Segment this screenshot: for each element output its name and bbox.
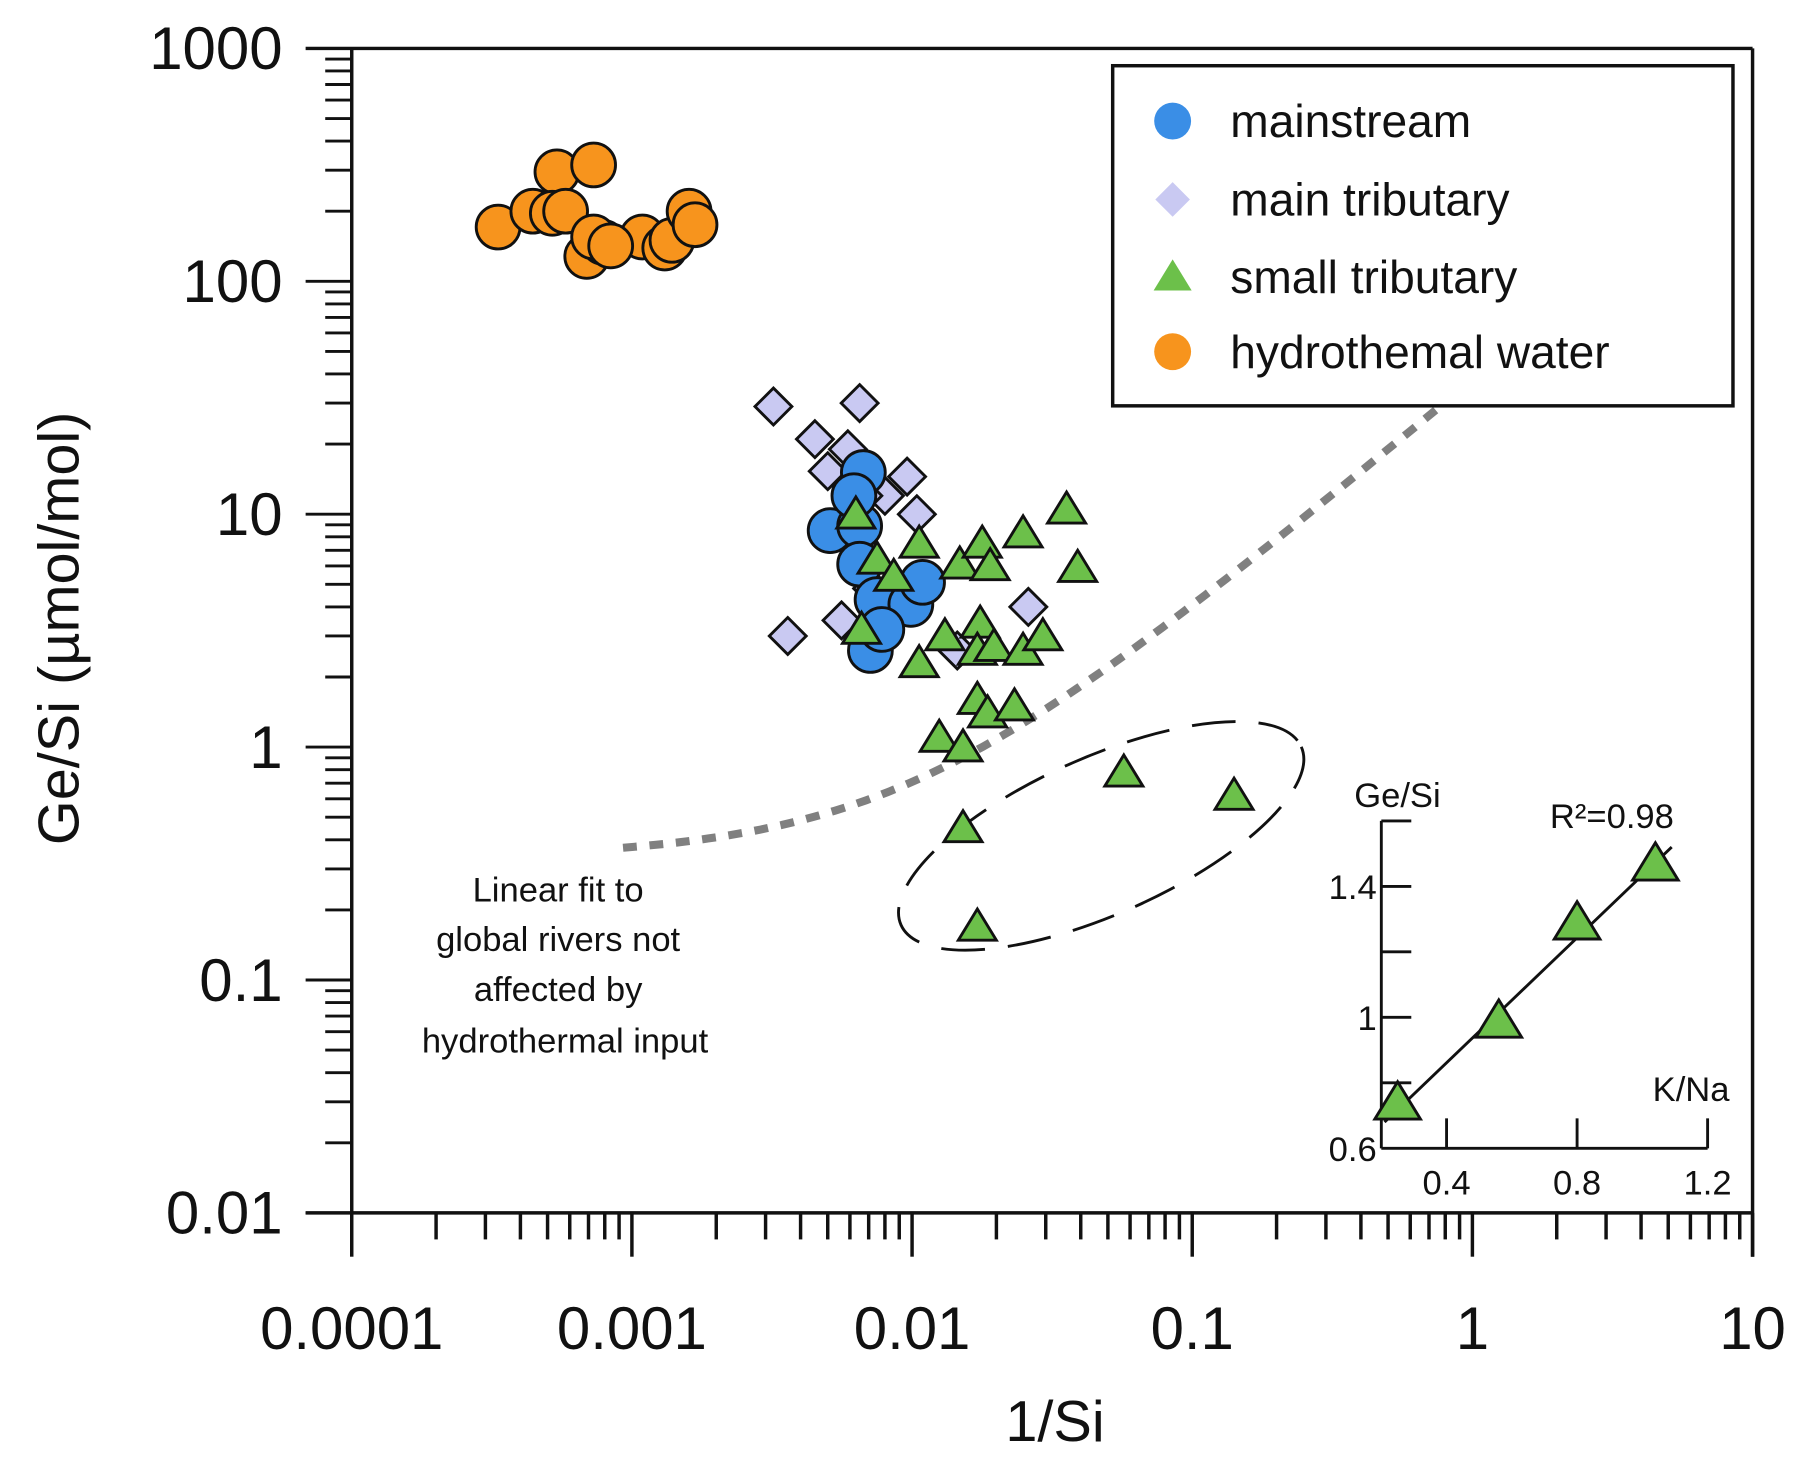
data-point-main-tributary xyxy=(886,456,928,498)
y-tick-label: 10 xyxy=(216,481,283,548)
data-point-small-tributary xyxy=(834,494,878,530)
inset-y-tick-label: 1 xyxy=(1357,1000,1376,1038)
fit-line-global-rivers xyxy=(622,378,1473,852)
y-tick-label: 1 xyxy=(249,714,282,781)
inset-data-point xyxy=(1551,898,1603,941)
annotation-line: hydrothermal input xyxy=(422,1023,709,1061)
data-point-small-tributary xyxy=(1001,513,1045,549)
x-tick-label: 10 xyxy=(1719,1295,1786,1362)
annotation-line: Linear fit to xyxy=(473,872,644,910)
x-axis-title: 1/Si xyxy=(1005,1390,1104,1454)
data-point-main-tributary xyxy=(752,386,794,428)
data-point-small-tributary xyxy=(1056,547,1100,583)
x-tick-label: 0.01 xyxy=(854,1295,971,1362)
legend-marker-main-tributary xyxy=(1155,182,1190,217)
y-axis-title: Ge/Si (µmol/mol) xyxy=(27,412,91,845)
inset-x-tick-label: 0.8 xyxy=(1553,1164,1601,1202)
inset-y-title: Ge/Si xyxy=(1354,777,1440,815)
legend: mainstream main tributary small tributary h… xyxy=(1110,63,1735,408)
x-tick-label: 1 xyxy=(1456,1295,1489,1362)
inset-y-tick-label: 1.4 xyxy=(1329,869,1377,907)
data-point-small-tributary xyxy=(872,556,916,592)
highlight-ellipse xyxy=(897,720,1306,952)
inset-fit-line xyxy=(1383,846,1673,1124)
data-point-small-tributary xyxy=(923,615,967,652)
data-point-small-tributary xyxy=(917,717,961,753)
data-point-small-tributary xyxy=(941,807,985,844)
y-tick-label: 0.01 xyxy=(166,1180,283,1247)
legend-label: mainstream xyxy=(1230,95,1471,147)
legend-box xyxy=(1110,63,1735,408)
data-point-small-tributary xyxy=(1044,489,1089,525)
data-point-hydrothemal-water xyxy=(587,222,635,270)
data-point-main-tributary xyxy=(839,382,881,424)
data-point-small-tributary xyxy=(972,626,1016,662)
legend-label: small tributary xyxy=(1230,251,1517,303)
data-point-hydrothemal-water xyxy=(671,201,719,249)
legend-marker-mainstream xyxy=(1154,102,1192,140)
legend-label: main tributary xyxy=(1230,174,1509,226)
inset-data-point xyxy=(1372,1078,1424,1121)
data-point-small-tributary xyxy=(1021,615,1065,652)
inset-x-tick-label: 0.4 xyxy=(1423,1164,1471,1202)
x-tick-label: 0.0001 xyxy=(260,1295,443,1362)
legend-label: hydrothemal water xyxy=(1230,326,1609,378)
x-tick-label: 0.001 xyxy=(557,1295,707,1362)
data-point-small-tributary xyxy=(941,727,985,763)
data-point-small-tributary xyxy=(897,523,941,559)
data-point-small-tributary xyxy=(855,539,899,575)
legend-marker-hydrothemal-water xyxy=(1154,333,1192,371)
data-point-small-tributary xyxy=(1212,775,1256,811)
data-point-hydrothemal-water xyxy=(570,141,617,189)
legend-marker-small-tributary xyxy=(1153,259,1192,291)
data-point-main-tributary xyxy=(1007,586,1049,628)
data-point-small-tributary xyxy=(938,544,982,580)
data-point-small-tributary xyxy=(968,545,1012,582)
inset-data-point xyxy=(1629,839,1681,882)
annotation-line: global rivers not xyxy=(436,921,680,959)
inset-chart: Ge/Si K/Na R²=0.98 0.4 0.8 1.2 0.6 1 1.4 xyxy=(1329,777,1732,1202)
data-point-small-tributary xyxy=(1102,752,1146,788)
data-point-small-tributary xyxy=(897,642,941,679)
y-tick-label: 100 xyxy=(183,248,283,315)
data-point-small-tributary xyxy=(992,686,1037,722)
data-point-small-tributary xyxy=(960,523,1004,559)
annotation-line: affected by xyxy=(474,971,643,1009)
inset-data-point xyxy=(1473,997,1525,1039)
y-tick-label: 0.1 xyxy=(199,947,282,1014)
inset-x-tick-label: 1.2 xyxy=(1684,1164,1732,1202)
data-point-main-tributary xyxy=(794,418,836,460)
y-tick-label: 1000 xyxy=(149,15,282,82)
data-point-main-tributary xyxy=(767,615,809,657)
fit-annotation: Linear fit to global rivers not affected… xyxy=(422,872,709,1061)
inset-r2-label: R²=0.98 xyxy=(1550,798,1674,836)
inset-x-title: K/Na xyxy=(1653,1071,1731,1109)
data-point-small-tributary xyxy=(955,906,999,942)
x-tick-label: 0.1 xyxy=(1151,1295,1234,1362)
inset-y-tick-label: 0.6 xyxy=(1329,1131,1377,1169)
data-point-small-tributary xyxy=(839,609,884,645)
